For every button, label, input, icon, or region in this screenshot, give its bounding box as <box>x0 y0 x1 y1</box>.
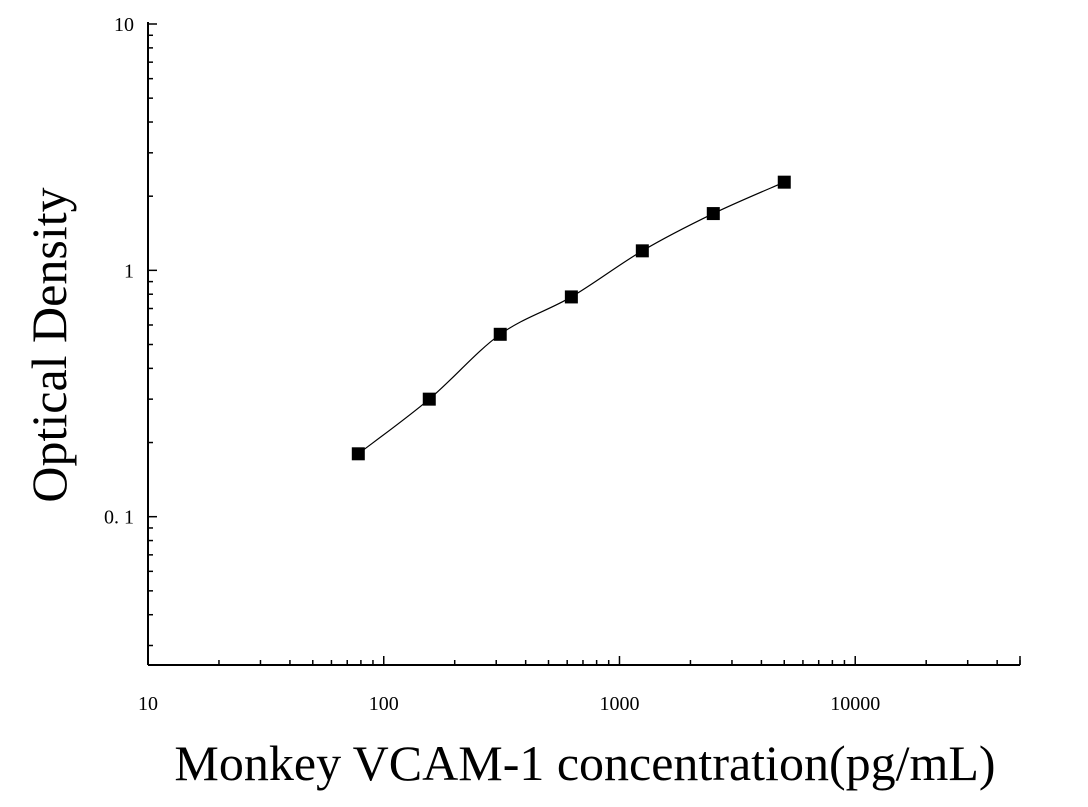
data-point <box>351 447 365 461</box>
x-tick-label: 10000 <box>830 693 880 715</box>
data-point <box>706 207 720 221</box>
data-point <box>635 244 649 258</box>
y-tick-label: 10 <box>114 14 134 36</box>
x-tick-label: 1000 <box>599 693 639 715</box>
y-tick-label: 0. 1 <box>104 507 134 529</box>
axes <box>147 22 1020 666</box>
data-point <box>777 175 791 189</box>
x-tick-label: 100 <box>369 693 399 715</box>
data-point <box>422 392 436 406</box>
tick-labels: 10 100 1000 10000 0. 1 1 10 <box>104 14 880 715</box>
x-axis-title: Monkey VCAM-1 concentration(pg/mL) <box>174 735 995 791</box>
data-point <box>493 327 507 341</box>
y-axis-title: Optical Density <box>21 187 77 502</box>
data-point <box>564 290 578 304</box>
data-points <box>351 175 791 461</box>
x-tick-label: 10 <box>138 693 158 715</box>
fit-curve <box>357 181 785 455</box>
y-tick-label: 1 <box>124 260 134 282</box>
ticks <box>147 23 1021 665</box>
